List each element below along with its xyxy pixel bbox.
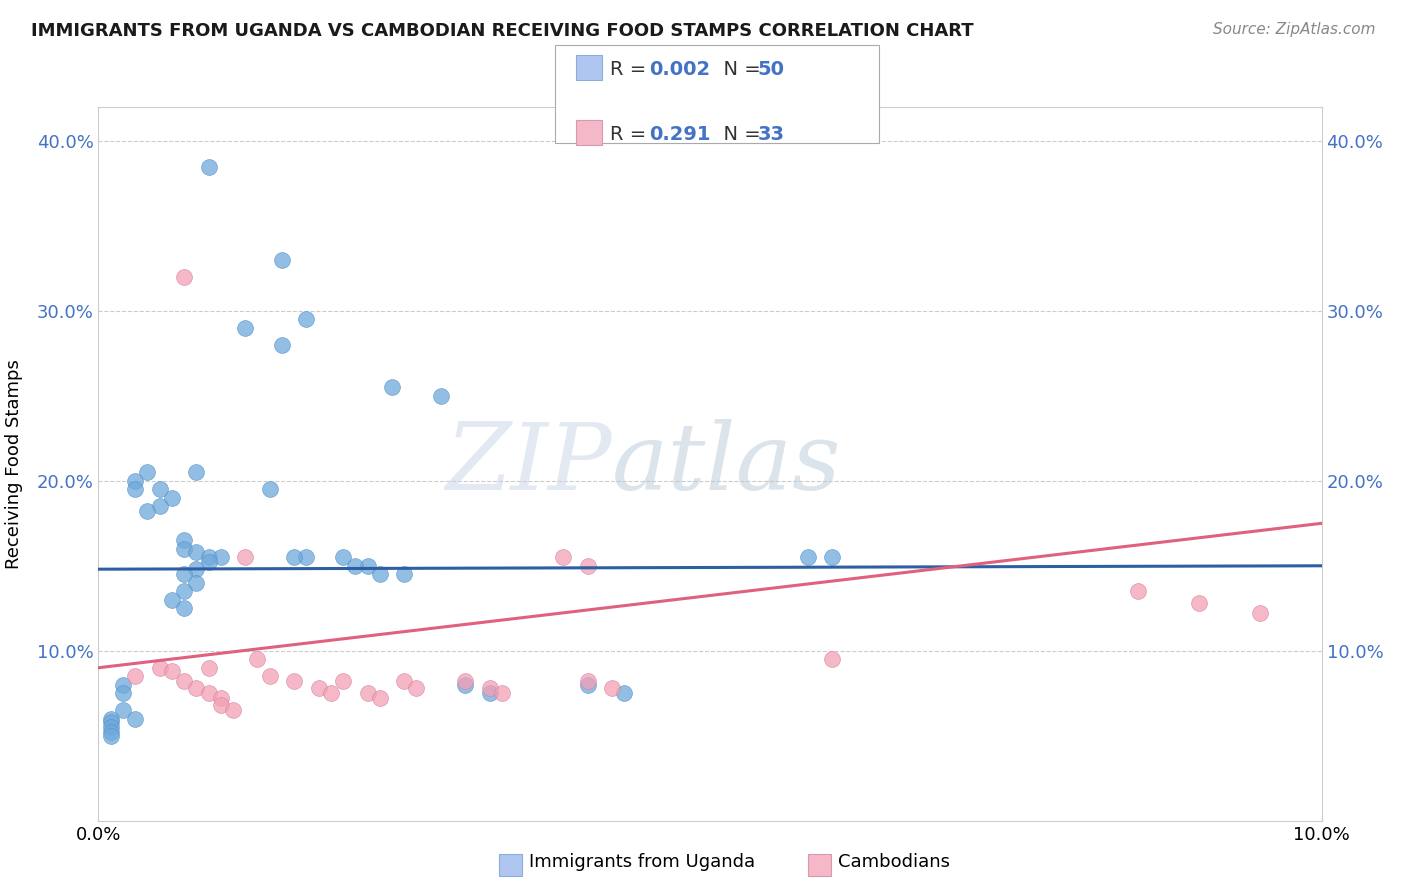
Point — [295, 550, 318, 565]
Point — [124, 474, 146, 488]
Point — [430, 389, 453, 403]
Point — [405, 681, 427, 695]
Point — [478, 681, 501, 695]
Point — [173, 533, 195, 548]
Text: N =: N = — [711, 60, 768, 78]
Point — [246, 652, 269, 666]
Point — [111, 678, 134, 692]
Point — [197, 661, 219, 675]
Point — [222, 703, 245, 717]
Point — [173, 674, 195, 689]
Point — [186, 562, 208, 576]
Point — [100, 729, 122, 743]
Point — [392, 567, 416, 582]
Point — [173, 601, 195, 615]
Text: Source: ZipAtlas.com: Source: ZipAtlas.com — [1212, 22, 1375, 37]
Text: Immigrants from Uganda: Immigrants from Uganda — [529, 854, 755, 871]
Point — [100, 712, 122, 726]
Point — [270, 252, 292, 267]
Point — [797, 550, 820, 565]
Point — [209, 691, 232, 706]
Point — [173, 567, 195, 582]
Text: R =: R = — [610, 125, 659, 144]
Point — [553, 550, 575, 565]
Point — [368, 691, 391, 706]
Text: IMMIGRANTS FROM UGANDA VS CAMBODIAN RECEIVING FOOD STAMPS CORRELATION CHART: IMMIGRANTS FROM UGANDA VS CAMBODIAN RECE… — [31, 22, 973, 40]
Point — [259, 483, 281, 497]
Point — [368, 567, 391, 582]
Point — [259, 669, 281, 683]
Point — [197, 160, 219, 174]
Point — [197, 555, 219, 569]
Point — [1188, 596, 1211, 610]
Point — [197, 550, 219, 565]
Point — [149, 483, 172, 497]
Point — [344, 558, 367, 573]
Point — [160, 491, 183, 505]
Point — [111, 686, 134, 700]
Point — [124, 669, 146, 683]
Point — [332, 674, 354, 689]
Point — [149, 661, 172, 675]
Point — [821, 550, 844, 565]
Point — [454, 678, 477, 692]
Text: R =: R = — [610, 60, 652, 78]
Point — [209, 698, 232, 712]
Point — [173, 269, 195, 284]
Point — [356, 558, 378, 573]
Point — [233, 321, 256, 335]
Text: 50: 50 — [758, 60, 785, 78]
Point — [491, 686, 513, 700]
Text: 0.291: 0.291 — [650, 125, 711, 144]
Text: ZIP: ZIP — [446, 419, 612, 508]
Text: 33: 33 — [758, 125, 785, 144]
Point — [454, 674, 477, 689]
Text: N =: N = — [711, 125, 768, 144]
Point — [186, 545, 208, 559]
Point — [173, 584, 195, 599]
Point — [197, 686, 219, 700]
Point — [600, 681, 623, 695]
Point — [270, 338, 292, 352]
Point — [576, 674, 599, 689]
Point — [332, 550, 354, 565]
Point — [136, 466, 159, 480]
Point — [1128, 584, 1150, 599]
Point — [124, 712, 146, 726]
Point — [100, 725, 122, 739]
Point — [356, 686, 378, 700]
Point — [1249, 607, 1271, 621]
Point — [478, 686, 501, 700]
Point — [576, 558, 599, 573]
Point — [381, 380, 404, 394]
Y-axis label: Receiving Food Stamps: Receiving Food Stamps — [4, 359, 22, 569]
Point — [392, 674, 416, 689]
Text: 0.002: 0.002 — [650, 60, 710, 78]
Point — [283, 674, 305, 689]
Point — [233, 550, 256, 565]
Point — [160, 592, 183, 607]
Point — [186, 466, 208, 480]
Point — [100, 715, 122, 730]
Point — [319, 686, 342, 700]
Point — [111, 703, 134, 717]
Point — [124, 483, 146, 497]
Point — [209, 550, 232, 565]
Point — [173, 541, 195, 556]
Point — [283, 550, 305, 565]
Point — [821, 652, 844, 666]
Point — [100, 720, 122, 734]
Point — [160, 664, 183, 678]
Point — [149, 500, 172, 514]
Point — [186, 575, 208, 590]
Point — [295, 312, 318, 326]
Point — [186, 681, 208, 695]
Text: atlas: atlas — [612, 419, 842, 508]
Point — [576, 678, 599, 692]
Text: Cambodians: Cambodians — [838, 854, 950, 871]
Point — [136, 504, 159, 518]
Point — [613, 686, 636, 700]
Point — [308, 681, 330, 695]
